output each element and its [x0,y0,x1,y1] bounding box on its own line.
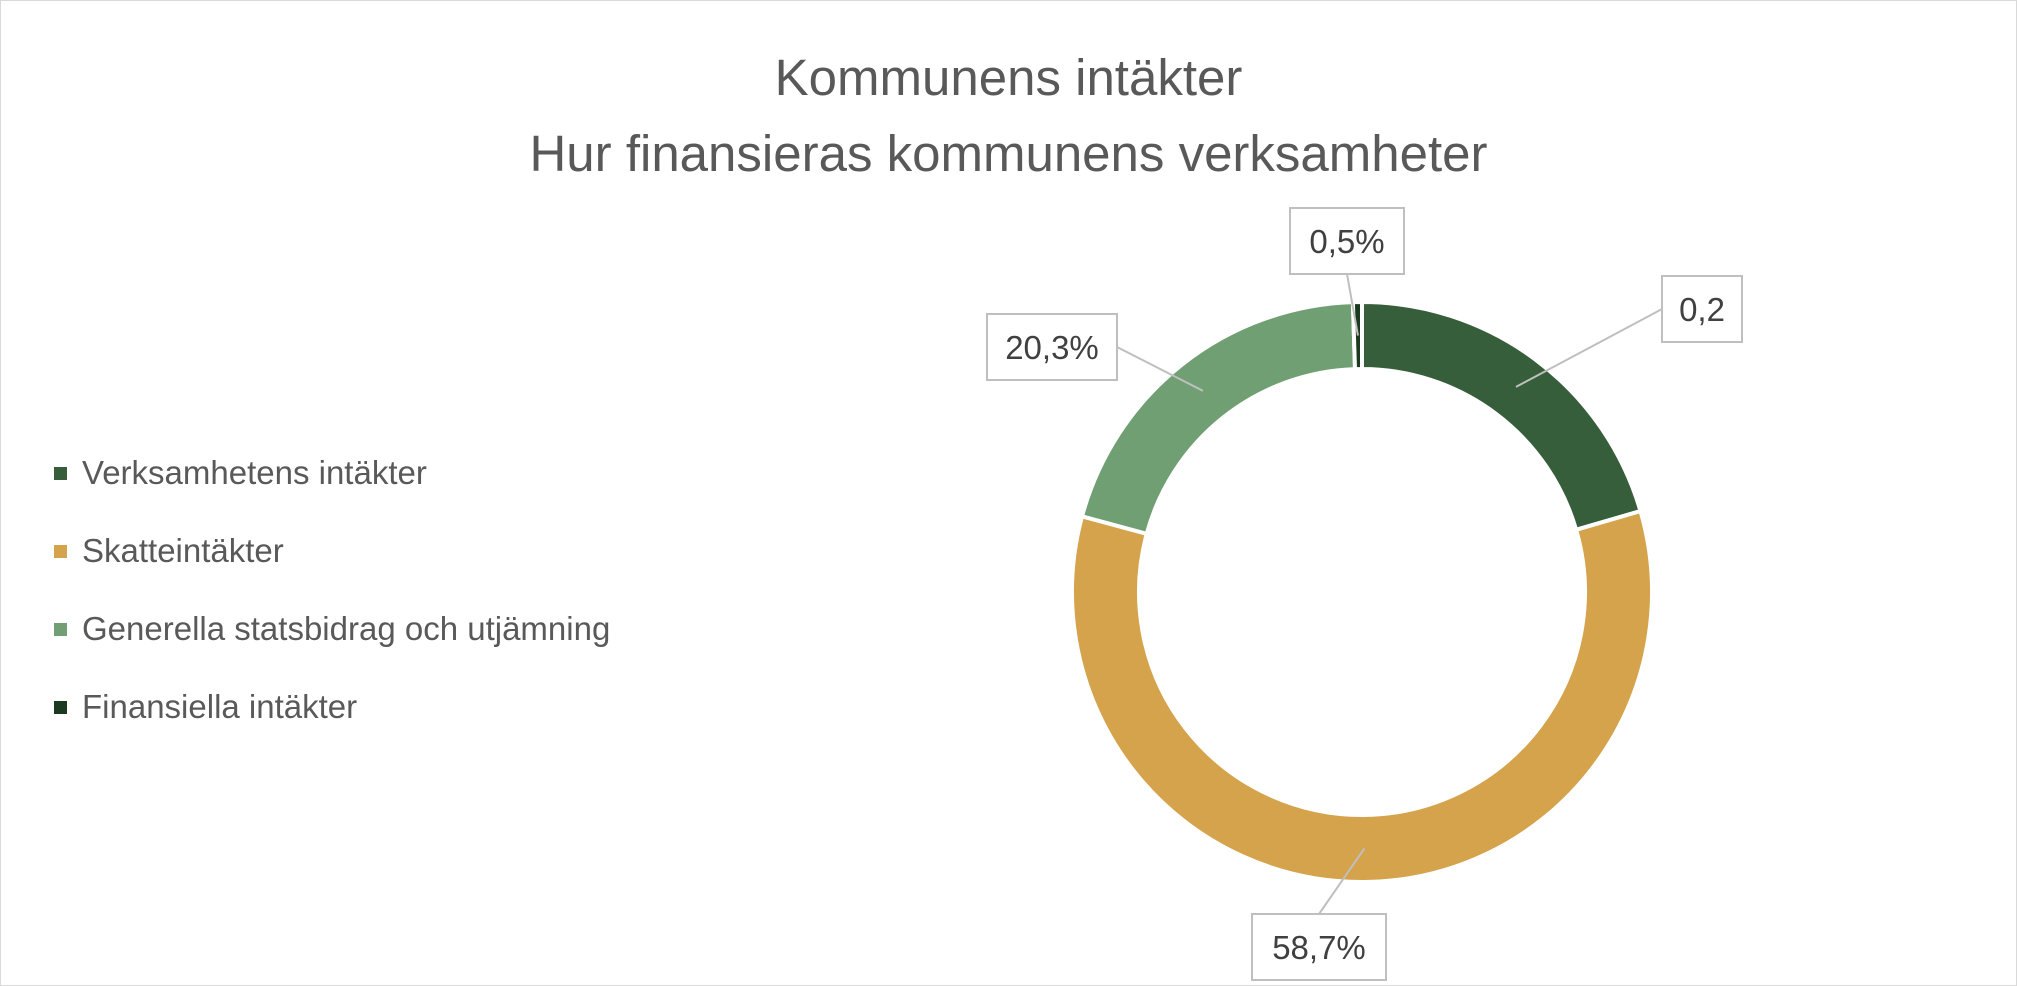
legend-swatch [54,545,67,558]
legend-label: Skatteintäkter [82,532,284,569]
data-label: 0,2 [1679,291,1725,328]
data-label-box [1661,275,1743,343]
leader-line [1116,346,1204,392]
leader-line [1318,847,1366,915]
data-label: 0,5% [1309,223,1384,260]
data-label-callout: 58,7% [1251,847,1387,981]
legend-swatch [54,467,67,480]
slice-skatteintakter [1070,508,1654,884]
data-label-callout: 0,5% [1289,207,1405,336]
legend-swatch [54,701,67,714]
slice-generella-statsbidrag [1079,300,1358,537]
leader-line [1515,308,1663,388]
leader-line [1346,273,1359,336]
data-label-box [1289,207,1405,275]
data-label: 20,3% [1005,329,1099,366]
chart-subtitle: Hur finansieras kommunens verksamheter [529,125,1488,182]
legend-label: Finansiella intäkter [82,688,358,725]
data-label: 58,7% [1272,929,1366,966]
slice-verksamhetens-intakter [1360,299,1643,533]
legend-label: Generella statsbidrag och utjämning [82,610,611,647]
legend-label: Verksamhetens intäkter [82,454,427,491]
chart-title: Kommunens intäkter [774,49,1243,106]
data-label-callout: 0,2 [1515,275,1743,388]
data-label-box [1251,913,1387,981]
legend-swatch [54,623,67,636]
data-label-callout: 20,3% [986,313,1204,392]
data-label-box [986,313,1118,381]
